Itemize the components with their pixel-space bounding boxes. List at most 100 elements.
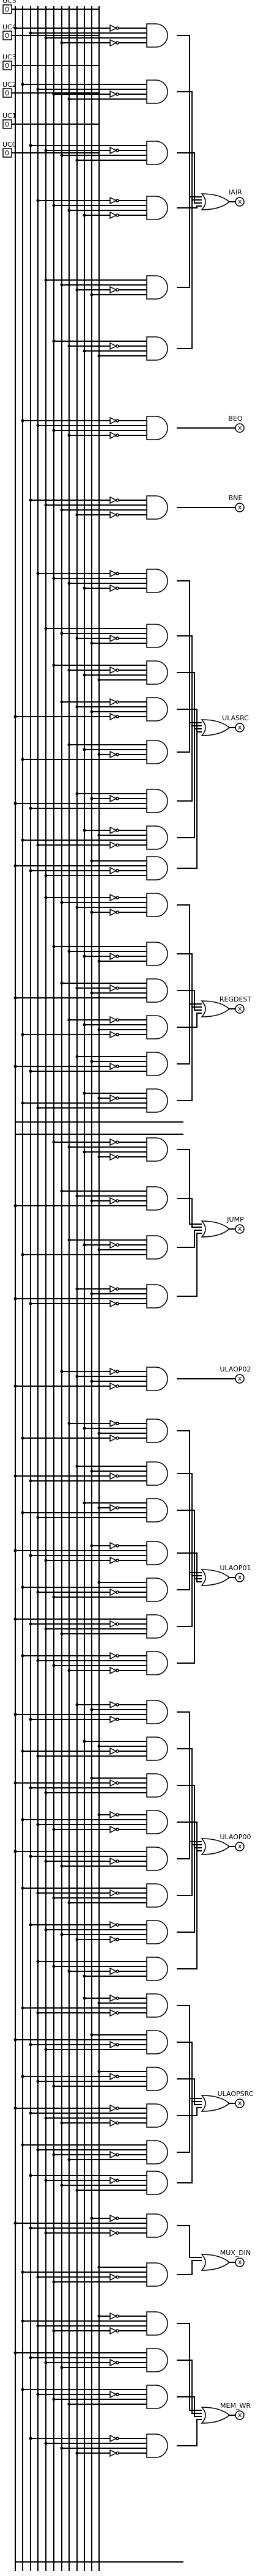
output-pin-glyph: x xyxy=(238,723,242,731)
junction-dot xyxy=(60,700,64,704)
junction-dot xyxy=(29,2356,32,2360)
and-output-wire xyxy=(177,2005,202,2099)
and-gate xyxy=(146,196,168,220)
and-gate xyxy=(146,789,168,813)
junction-dot xyxy=(67,581,71,585)
not-bubble xyxy=(116,288,119,292)
not-gate xyxy=(109,1967,117,1976)
junction-dot xyxy=(36,1590,40,1594)
junction-dot xyxy=(29,2174,32,2177)
junction-dot xyxy=(83,1426,86,1430)
and-gate xyxy=(146,697,168,722)
junction-dot xyxy=(52,204,56,207)
and-gate xyxy=(146,336,168,361)
junction-dot xyxy=(52,1965,56,1968)
junction-dot xyxy=(21,1101,24,1105)
junction-dot xyxy=(36,2080,40,2083)
not-bubble xyxy=(116,910,119,914)
not-bubble xyxy=(116,668,119,672)
not-bubble xyxy=(116,1938,119,1941)
not-gate xyxy=(109,146,117,155)
junction-dot xyxy=(21,2388,24,2391)
junction-dot xyxy=(13,1297,17,1301)
not-gate xyxy=(109,1299,117,1308)
junction-dot xyxy=(97,833,101,837)
junction-dot xyxy=(44,1791,48,1795)
output-label: ULASRC xyxy=(222,714,249,722)
junction-dot xyxy=(67,950,71,953)
or-gate xyxy=(201,2254,231,2271)
not-bubble xyxy=(116,213,119,217)
not-bubble xyxy=(116,2153,119,2157)
not-gate xyxy=(109,2434,117,2443)
junction-dot xyxy=(83,748,86,751)
output-pin-bne xyxy=(235,503,245,512)
and-gate xyxy=(146,1137,168,1162)
not-bubble xyxy=(116,753,119,756)
and-gate xyxy=(146,624,168,648)
junction-dot xyxy=(52,92,56,96)
junction-dot xyxy=(97,1431,101,1435)
not-bubble xyxy=(116,2011,119,2015)
junction-dot xyxy=(52,429,56,432)
junction-dot xyxy=(75,1375,79,1378)
junction-dot xyxy=(29,1718,32,1721)
or-gate xyxy=(201,193,231,210)
junction-dot xyxy=(90,641,94,645)
junction-dot xyxy=(36,1516,40,1519)
junction-dot xyxy=(21,419,24,423)
not-gate xyxy=(109,39,117,47)
junction-dot xyxy=(75,158,79,162)
not-bubble xyxy=(116,41,119,45)
junction-dot xyxy=(90,293,94,297)
not-bubble xyxy=(116,149,119,152)
or-gate xyxy=(201,1838,231,1855)
junction-dot xyxy=(13,1204,17,1208)
not-gate xyxy=(109,666,117,674)
and-output-wire xyxy=(177,205,202,209)
junction-dot xyxy=(29,1302,32,1305)
and-output-wire xyxy=(177,1006,202,1101)
junction-dot xyxy=(21,83,24,86)
junction-dot xyxy=(36,2275,40,2279)
and-gate xyxy=(146,1993,168,2018)
not-gate xyxy=(109,211,117,220)
junction-dot xyxy=(67,668,71,672)
output-label: ULAOP00 xyxy=(220,1833,251,1841)
and-gate xyxy=(146,1235,168,1260)
not-bubble xyxy=(116,2179,119,2182)
junction-dot xyxy=(67,2402,71,2406)
not-gate xyxy=(109,511,117,519)
and-output-wire xyxy=(177,2396,202,2417)
not-gate xyxy=(109,1921,117,1929)
junction-dot xyxy=(60,2121,64,2125)
not-bubble xyxy=(116,92,119,96)
junction-dot xyxy=(21,2075,24,2078)
and-output-wire xyxy=(177,2107,202,2116)
and-gate xyxy=(146,2103,168,2128)
and-gate xyxy=(146,1541,168,1565)
not-gate xyxy=(109,908,117,917)
junction-dot xyxy=(75,1194,79,1198)
not-gate xyxy=(109,2119,117,2127)
junction-dot xyxy=(29,2043,32,2046)
not-gate xyxy=(109,1620,117,1628)
output-label: MEM_WR xyxy=(220,2402,251,2410)
not-gate xyxy=(109,1857,117,1866)
junction-dot xyxy=(75,2188,79,2192)
junction-dot xyxy=(44,2116,48,2120)
junction-dot xyxy=(67,1238,71,1242)
not-bubble xyxy=(116,498,119,502)
not-gate xyxy=(109,1652,117,1660)
not-bubble xyxy=(116,986,119,990)
not-bubble xyxy=(116,2043,119,2046)
output-pin-ulasrc xyxy=(235,723,245,733)
and-output-wire xyxy=(177,2419,202,2446)
junction-dot xyxy=(52,945,56,948)
junction-dot xyxy=(60,2183,64,2187)
output-label: IAIR xyxy=(229,188,242,196)
junction-dot xyxy=(13,1474,17,1478)
junction-dot xyxy=(29,1786,32,1790)
not-bubble xyxy=(116,1590,119,1594)
junction-dot xyxy=(90,1379,94,1383)
